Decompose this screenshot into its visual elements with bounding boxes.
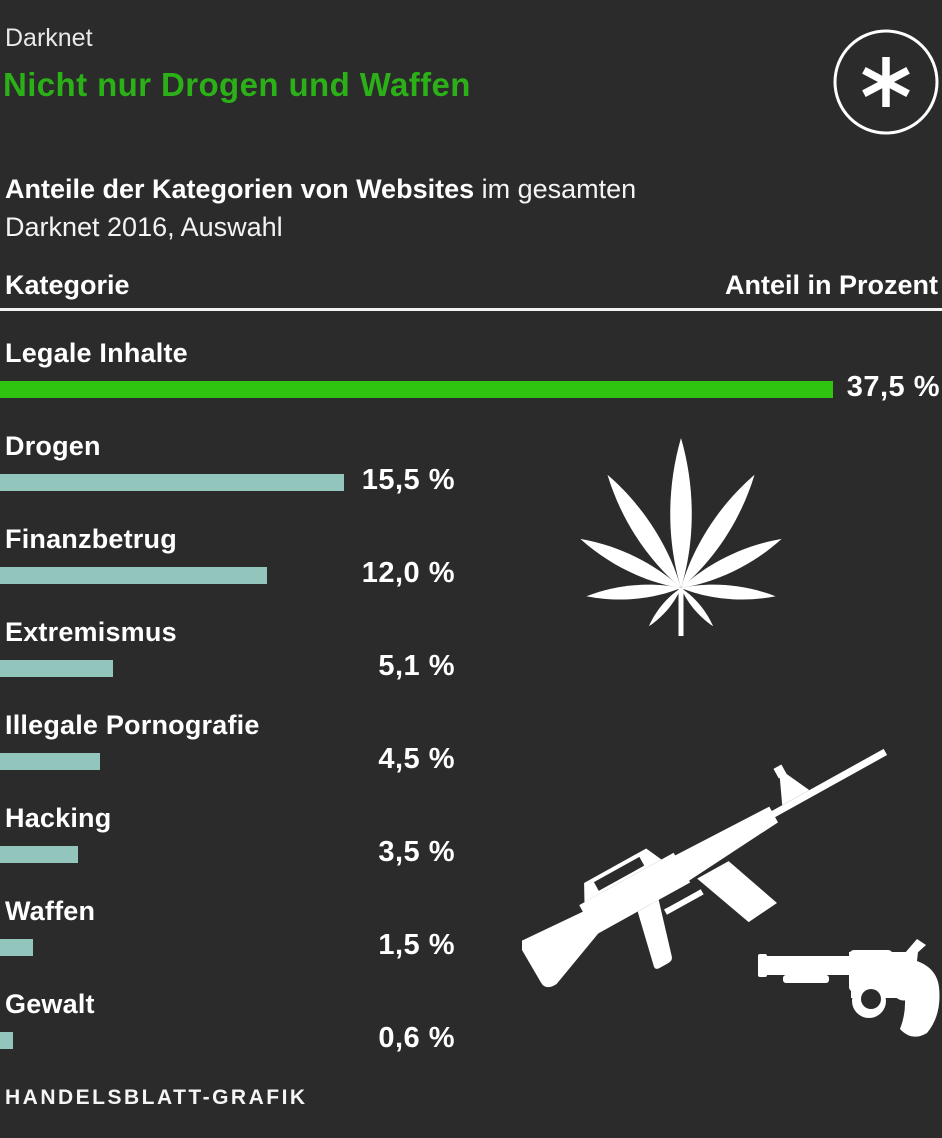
- category-bar: [0, 660, 113, 677]
- bar-row: Extremismus 5,1 %: [0, 617, 942, 710]
- bar-row: Gewalt 0,6 %: [0, 989, 942, 1082]
- category-label: Hacking: [5, 803, 112, 833]
- bar-row: Illegale Pornografie 4,5 %: [0, 710, 942, 803]
- subtitle-bold: Anteile der Kategorien von Websites: [5, 174, 475, 204]
- category-bar: [0, 381, 833, 398]
- category-bar: [0, 753, 100, 770]
- subtitle-regular: im gesamten: [474, 174, 637, 204]
- category-bar: [0, 846, 78, 863]
- header-divider: [0, 308, 942, 311]
- assault-rifle-icon: [522, 748, 888, 988]
- category-label: Gewalt: [5, 989, 95, 1019]
- table-header: Kategorie Anteil in Prozent: [5, 270, 938, 301]
- category-bar: [0, 939, 33, 956]
- value-label: 4,5 %: [378, 743, 455, 775]
- category-label: Waffen: [5, 896, 96, 926]
- category-bar: [0, 474, 344, 491]
- cannabis-leaf-icon: [576, 438, 786, 636]
- column-header-category: Kategorie: [5, 270, 130, 300]
- page-title: Nicht nur Drogen und Waffen: [3, 66, 471, 103]
- bar-row: Hacking 3,5 %: [0, 803, 942, 896]
- bar-row: Waffen 1,5 %: [0, 896, 942, 989]
- bar-row: Finanzbetrug 12,0 %: [0, 524, 942, 617]
- credit: HANDELSBLATT-GRAFIK: [5, 1086, 308, 1109]
- bar-row: Drogen 15,5 %: [0, 431, 942, 524]
- value-label: 12,0 %: [361, 557, 455, 589]
- value-label: 15,5 %: [361, 464, 455, 496]
- value-label: 5,1 %: [378, 650, 455, 682]
- handelsblatt-asterisk-logo: [833, 29, 939, 135]
- category-label: Finanzbetrug: [5, 524, 177, 554]
- value-label: 37,5 %: [846, 371, 940, 403]
- category-label: Extremismus: [5, 617, 177, 647]
- revolver-icon: [758, 939, 940, 1037]
- subtitle-line2: Darknet 2016, Auswahl: [5, 212, 283, 242]
- category-bar: [0, 567, 267, 584]
- bar-row: Legale Inhalte 37,5 %: [0, 338, 942, 431]
- value-label: 0,6 %: [378, 1022, 455, 1054]
- value-label: 3,5 %: [378, 836, 455, 868]
- subtitle: Anteile der Kategorien von Websites im g…: [5, 170, 636, 246]
- category-label: Drogen: [5, 431, 101, 461]
- value-label: 1,5 %: [378, 929, 455, 961]
- category-label: Legale Inhalte: [5, 338, 188, 368]
- column-header-value: Anteil in Prozent: [724, 270, 938, 300]
- category-bar: [0, 1032, 13, 1049]
- kicker: Darknet: [5, 24, 93, 52]
- category-label: Illegale Pornografie: [5, 710, 260, 740]
